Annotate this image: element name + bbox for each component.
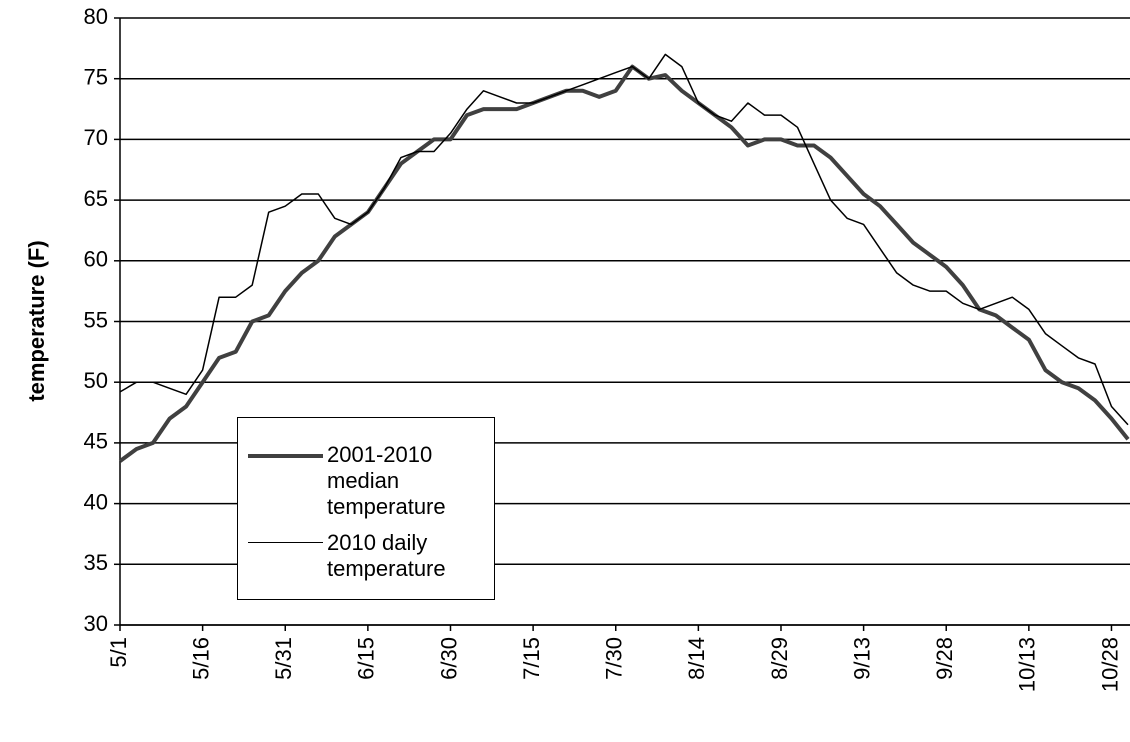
y-tick-label: 60 xyxy=(84,247,108,272)
x-tick-label: 5/1 xyxy=(106,637,131,668)
x-tick-label: 8/14 xyxy=(684,637,709,680)
series-line xyxy=(118,64,1130,463)
y-tick-label: 40 xyxy=(84,489,108,514)
legend-label: 2010 daily temperature xyxy=(327,530,446,581)
x-tick-label: 6/30 xyxy=(436,637,461,680)
x-tick-label: 7/15 xyxy=(519,637,544,680)
y-tick-label: 80 xyxy=(84,4,108,29)
x-tick-label: 6/15 xyxy=(354,637,379,680)
y-axis-label: temperature (F) xyxy=(24,240,49,401)
legend-swatch xyxy=(248,454,323,458)
y-tick-label: 35 xyxy=(84,550,108,575)
x-tick-label: 10/28 xyxy=(1097,637,1122,692)
y-tick-label: 30 xyxy=(84,611,108,636)
legend-item: 2010 daily temperature xyxy=(248,530,492,582)
legend-item: 2001-2010 median temperature xyxy=(248,442,492,520)
x-tick-label: 9/28 xyxy=(932,637,957,680)
x-tick-label: 7/30 xyxy=(602,637,627,680)
y-tick-label: 65 xyxy=(84,186,108,211)
legend: 2001-2010 median temperature 2010 daily t… xyxy=(237,417,495,600)
series-line xyxy=(119,53,1129,426)
x-tick-label: 5/31 xyxy=(271,637,296,680)
x-tick-label: 9/13 xyxy=(849,637,874,680)
y-tick-label: 45 xyxy=(84,429,108,454)
legend-label: 2001-2010 median temperature xyxy=(327,442,446,519)
y-tick-label: 70 xyxy=(84,125,108,150)
x-tick-label: 8/29 xyxy=(767,637,792,680)
x-tick-label: 5/16 xyxy=(188,637,213,680)
y-tick-label: 50 xyxy=(84,368,108,393)
y-tick-label: 75 xyxy=(84,65,108,90)
legend-swatch xyxy=(248,542,323,543)
y-tick-label: 55 xyxy=(84,307,108,332)
x-tick-label: 10/13 xyxy=(1015,637,1040,692)
